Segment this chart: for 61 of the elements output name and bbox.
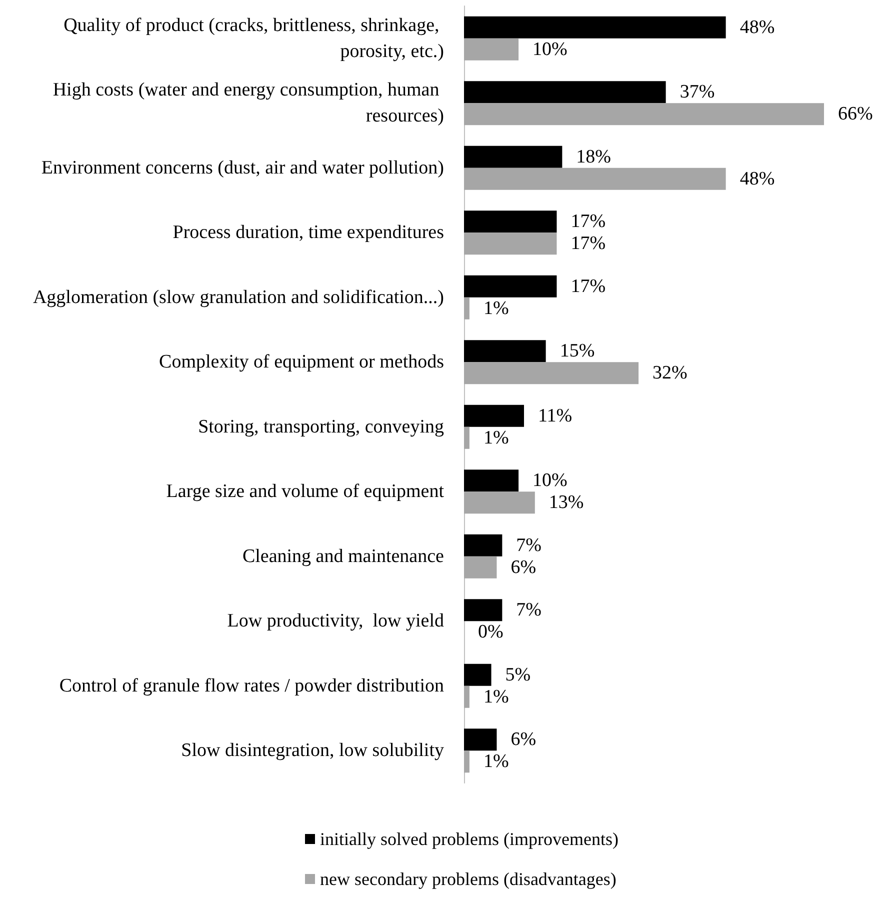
bar xyxy=(464,728,497,751)
data-label: 11% xyxy=(538,405,572,426)
data-label: 10% xyxy=(532,38,568,60)
data-label: 17% xyxy=(570,276,606,297)
legend-label: new secondary problems (disadvantages) xyxy=(320,869,616,889)
data-label: 15% xyxy=(560,340,595,362)
bar xyxy=(464,210,557,233)
y-tick-label: Cleaning and maintenance xyxy=(242,546,444,567)
y-tick-label: Control of granule flow rates / powder distribution xyxy=(59,675,444,696)
bar xyxy=(464,146,562,168)
bar xyxy=(464,750,470,773)
bar xyxy=(464,686,470,708)
bar xyxy=(464,556,497,578)
bar xyxy=(464,232,557,255)
data-label: 7% xyxy=(516,534,542,556)
y-tick-label: Process duration, time expenditures xyxy=(172,222,444,244)
y-tick-label: Storing, transporting, conveying xyxy=(198,416,444,438)
bar xyxy=(464,16,726,38)
data-label: 32% xyxy=(652,362,688,384)
y-tick-label: Agglomeration (slow granulation and solidification...) xyxy=(32,286,444,308)
y-tick-label: High costs (water and energy consumption, human resources) xyxy=(52,80,444,127)
data-label: 10% xyxy=(532,470,568,492)
bar xyxy=(464,599,502,622)
data-label: 7% xyxy=(516,600,542,621)
bar xyxy=(464,362,639,384)
y-tick-label: Quality of product (cracks, brittleness, shrinkage, porosity, etc.) xyxy=(64,14,444,62)
data-label: 17% xyxy=(570,211,606,232)
data-label: 1% xyxy=(483,427,509,448)
data-label: 1% xyxy=(483,298,509,319)
bar xyxy=(464,275,557,298)
y-tick-label: Environment concerns (dust, air and water pollution) xyxy=(41,157,444,178)
bar xyxy=(464,426,470,449)
y-tick-label: Large size and volume of equipment xyxy=(166,481,445,502)
data-label: 0% xyxy=(478,622,504,643)
legend-label: initially solved problems (improvements) xyxy=(320,829,618,849)
data-label: 13% xyxy=(548,492,584,514)
bar xyxy=(464,534,502,556)
data-label: 48% xyxy=(740,16,775,38)
bar xyxy=(464,340,546,362)
y-tick-label: Low productivity, low yield xyxy=(227,610,444,632)
data-label: 6% xyxy=(510,729,536,750)
data-label: 1% xyxy=(483,686,509,708)
data-label: 17% xyxy=(570,233,606,254)
bar xyxy=(464,470,519,492)
data-label: 18% xyxy=(576,146,612,168)
data-label: 5% xyxy=(505,664,531,686)
y-tick-label: Complexity of equipment or methods xyxy=(159,352,444,373)
data-label: 1% xyxy=(483,751,509,772)
y-tick-label: Slow disintegration, low solubility xyxy=(181,740,444,762)
data-label: 37% xyxy=(680,82,715,103)
bar xyxy=(464,297,470,320)
bar xyxy=(464,103,824,126)
data-label: 6% xyxy=(510,556,536,578)
bar xyxy=(464,81,666,104)
bar xyxy=(464,38,519,60)
data-label: 66% xyxy=(838,104,873,125)
data-label: 48% xyxy=(740,168,775,190)
bar xyxy=(464,492,535,514)
bar xyxy=(464,404,524,427)
bar xyxy=(464,168,726,190)
bar xyxy=(464,664,492,686)
